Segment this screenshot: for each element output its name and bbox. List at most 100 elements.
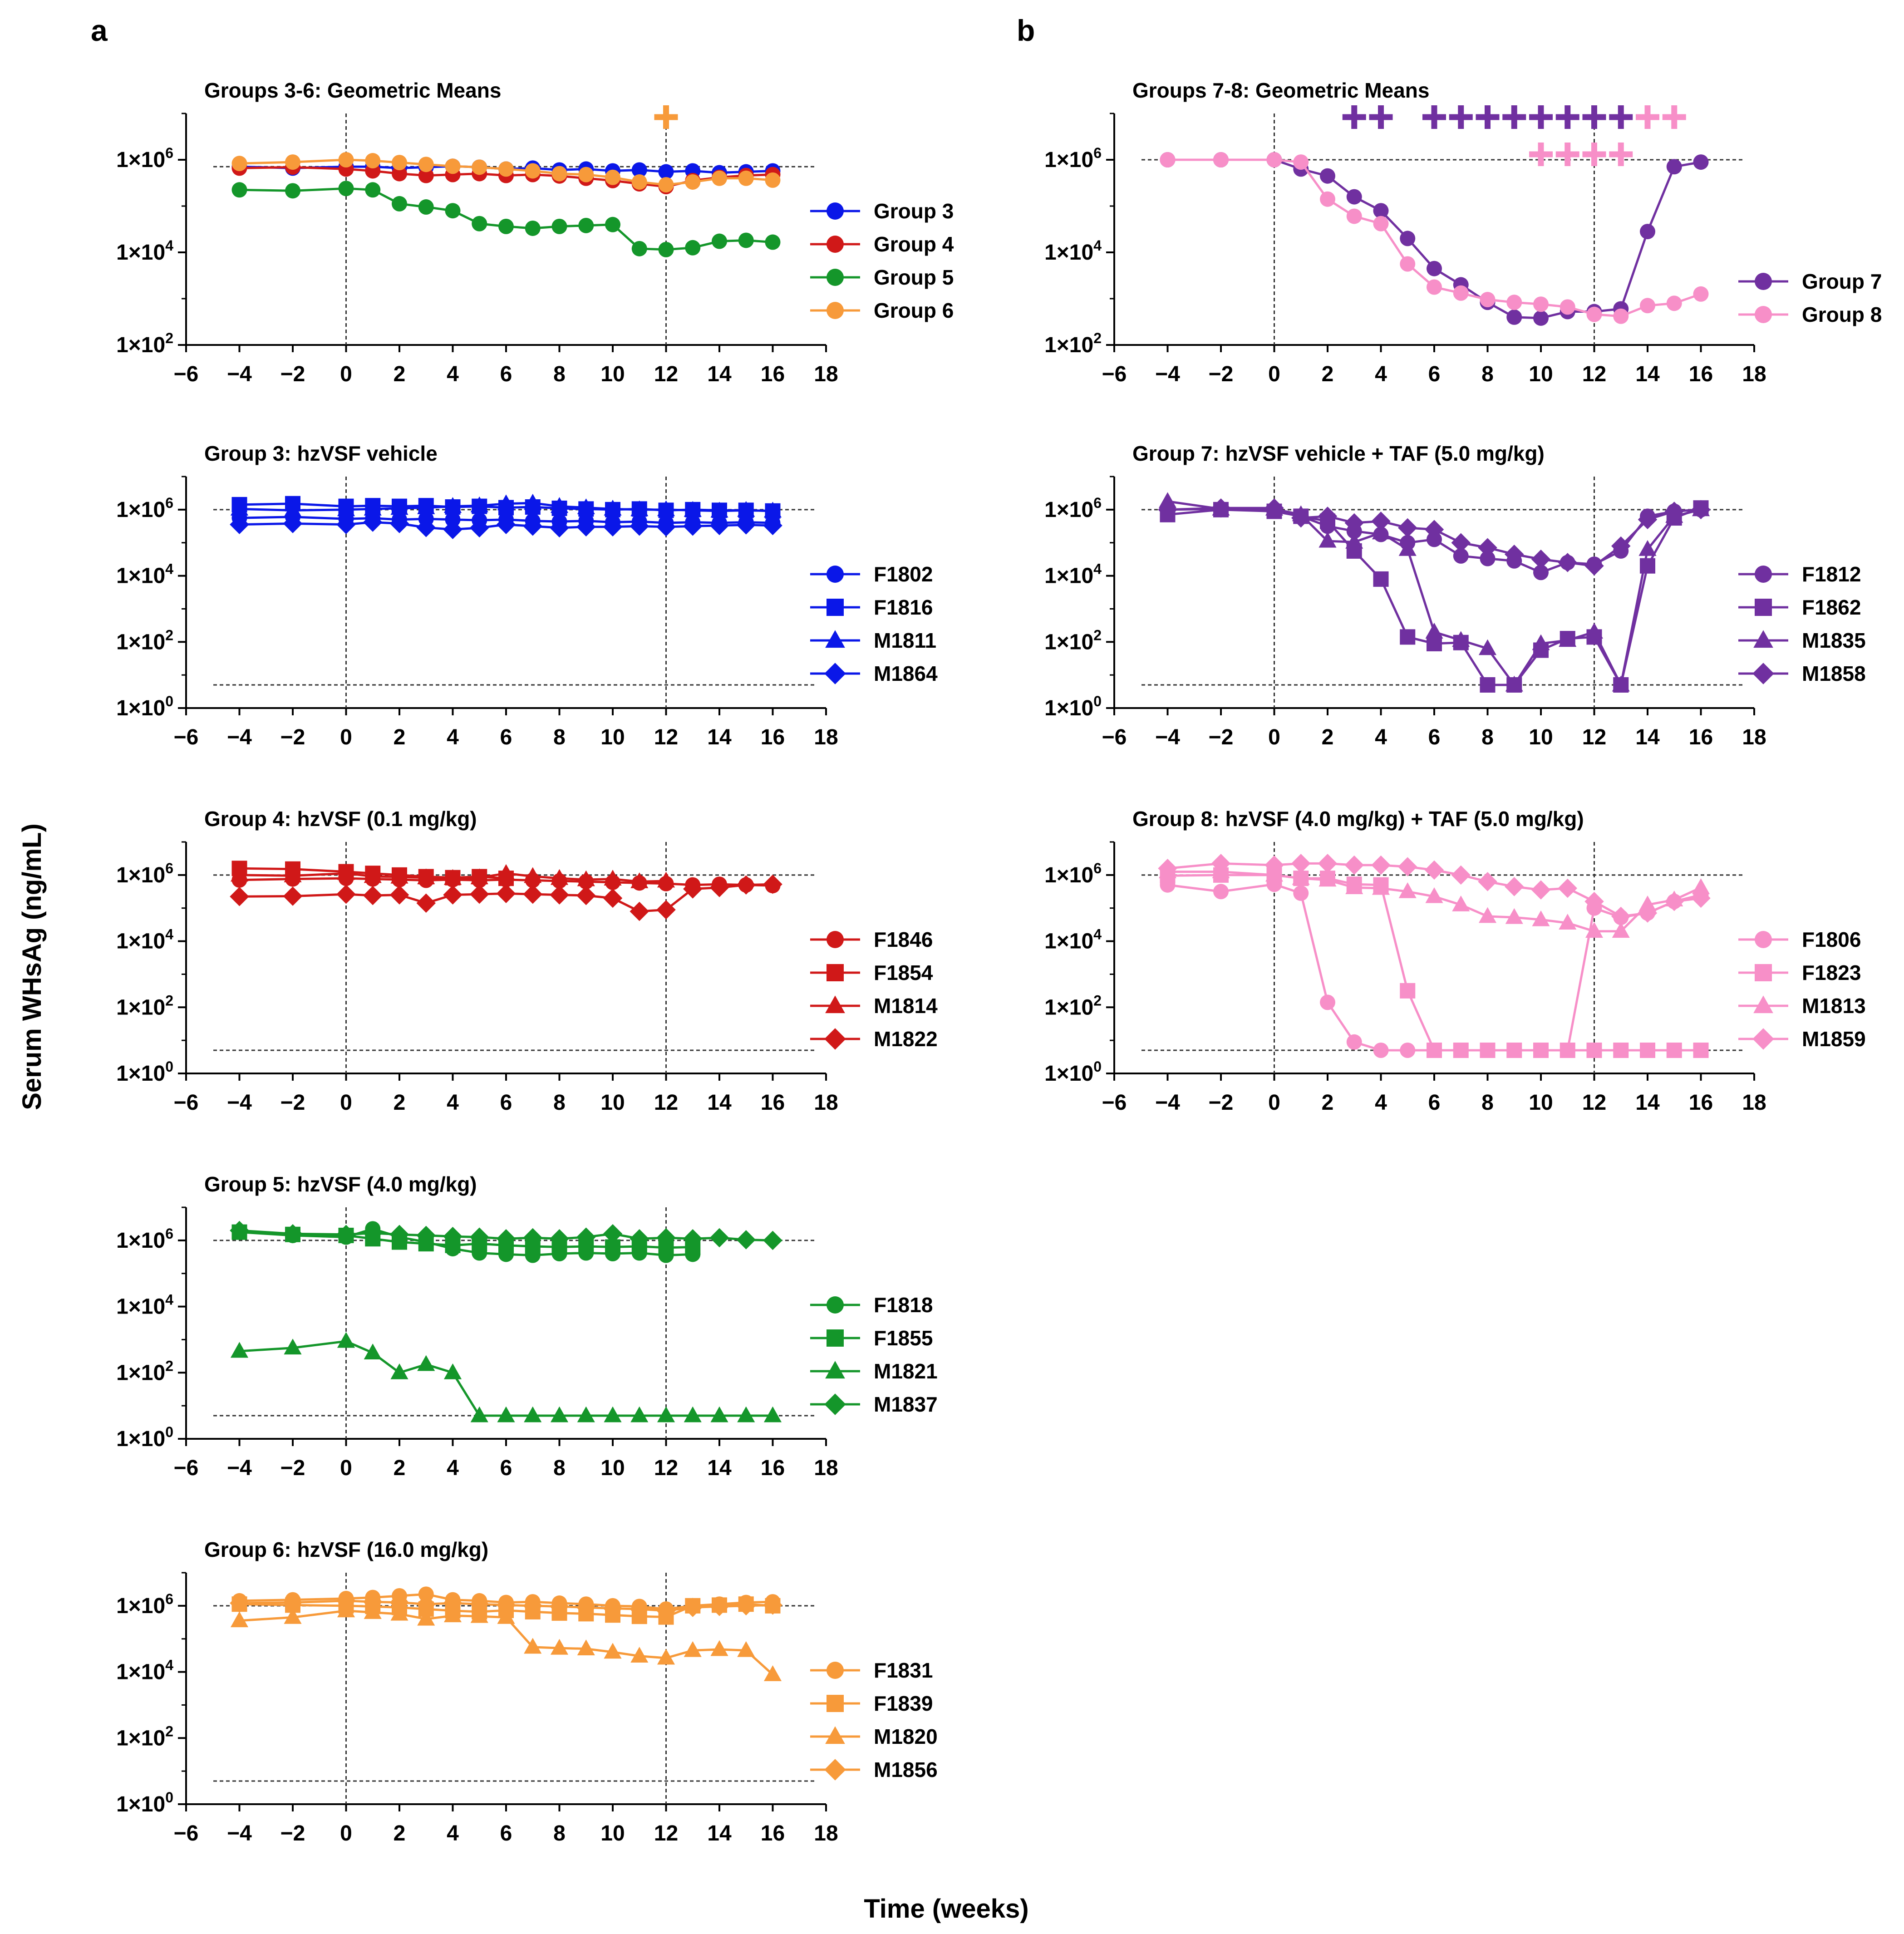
data-point [1319, 531, 1337, 548]
x-tick-label: −2 [280, 1821, 305, 1845]
data-point [498, 218, 514, 234]
x-tick-label: −2 [280, 725, 305, 749]
x-tick-label: 4 [1375, 1091, 1387, 1115]
series-Group 7 [1160, 152, 1709, 326]
data-point [1558, 553, 1577, 572]
data-point [417, 498, 435, 514]
legend-marker [824, 1393, 846, 1415]
data-point [1480, 677, 1496, 693]
chart-title: Group 4: hzVSF (0.1 mg/kg) [204, 807, 477, 831]
x-tick-label: 12 [654, 362, 678, 386]
data-point [1506, 295, 1522, 310]
y-tick-label: 1×102 [116, 1723, 173, 1750]
x-tick-label: 12 [1582, 362, 1606, 386]
x-tick-label: 14 [1635, 725, 1660, 749]
data-point [603, 1599, 623, 1618]
x-tick-label: 2 [394, 1456, 406, 1480]
y-tick-label: 1×106 [116, 1225, 173, 1253]
data-point [709, 1228, 729, 1248]
x-tick-label: 6 [500, 725, 512, 749]
y-tick-label: 1×102 [116, 330, 173, 357]
data-point [231, 156, 247, 172]
data-point [389, 1225, 409, 1244]
data-point [630, 901, 649, 921]
series-M1821 [230, 1332, 782, 1422]
x-tick-label: 18 [1742, 362, 1766, 386]
data-point [230, 866, 249, 882]
y-tick-label: 1×102 [116, 1358, 173, 1385]
data-point [630, 1647, 649, 1663]
x-tick-label: −4 [227, 362, 252, 386]
x-tick-label: −6 [1102, 1091, 1127, 1115]
data-point [1293, 154, 1309, 170]
data-point [470, 884, 489, 904]
series-M1814 [230, 864, 675, 888]
data-point [737, 1641, 755, 1657]
data-point [364, 500, 382, 516]
y-tick-label: 1×106 [1044, 145, 1102, 172]
data-point [1532, 910, 1550, 926]
x-tick-label: 12 [654, 725, 678, 749]
x-tick-label: 16 [1689, 1091, 1713, 1115]
data-point [1344, 513, 1364, 533]
legend-marker [825, 1361, 845, 1379]
data-point [230, 1611, 249, 1628]
data-point [683, 879, 703, 899]
x-tick-label: 12 [1582, 1091, 1606, 1115]
data-point [765, 172, 781, 188]
data-point [736, 1230, 756, 1250]
data-point [1398, 882, 1417, 898]
x-tick-label: −4 [227, 725, 252, 749]
data-point [1693, 154, 1709, 170]
data-point [738, 232, 754, 248]
series-M1858 [1158, 498, 1711, 576]
x-tick-label: 6 [1428, 1091, 1441, 1115]
data-point [1612, 922, 1630, 938]
legend-label: M1837 [874, 1393, 938, 1416]
x-tick-label: 2 [1322, 1091, 1334, 1115]
data-point [577, 1406, 595, 1422]
data-point [712, 233, 727, 249]
x-tick-label: −6 [174, 1456, 199, 1480]
x-tick-label: 8 [553, 1821, 566, 1845]
data-point [1291, 854, 1311, 873]
x-tick-label: −4 [1155, 362, 1180, 386]
data-point [1427, 531, 1442, 547]
data-point [630, 1229, 649, 1249]
x-tick-label: 4 [1375, 725, 1387, 749]
data-point [1318, 507, 1338, 526]
data-point [576, 886, 596, 905]
x-tick-label: −2 [280, 1091, 305, 1115]
series-line [239, 1231, 693, 1249]
x-tick-label: 0 [1268, 725, 1280, 749]
data-point [1505, 877, 1524, 896]
legend-marker [827, 1695, 844, 1712]
x-tick-label: 14 [707, 1821, 732, 1845]
data-point [498, 161, 514, 177]
data-point [1400, 231, 1416, 246]
legend-label: F1802 [874, 562, 933, 586]
chart-b1: Groups 7-8: Geometric Means −6 −4 −2 0 2 4 6 8 10… [1044, 79, 1882, 386]
data-point [1585, 922, 1604, 938]
data-point [1533, 565, 1549, 581]
data-point [1211, 498, 1231, 518]
chart-title: Groups 7-8: Geometric Means [1132, 79, 1429, 102]
data-point [1664, 502, 1684, 521]
x-tick-label: 8 [1481, 725, 1494, 749]
chart-title: Group 7: hzVSF vehicle + TAF (5.0 mg/kg) [1132, 442, 1545, 465]
x-tick-label: 6 [1428, 362, 1441, 386]
x-tick-label: 14 [1635, 1091, 1660, 1115]
data-point [1453, 285, 1469, 301]
x-tick-label: 2 [1322, 725, 1334, 749]
data-point [1533, 296, 1549, 312]
data-point [1424, 520, 1444, 539]
data-point [550, 518, 569, 538]
data-point [763, 1230, 782, 1250]
data-point [683, 517, 703, 536]
series-M1811 [230, 493, 782, 518]
data-point [550, 497, 569, 513]
legend-marker [1755, 931, 1772, 948]
legend-marker [824, 663, 846, 684]
x-tick-label: 8 [553, 1091, 566, 1115]
x-tick-label: 4 [1375, 362, 1387, 386]
